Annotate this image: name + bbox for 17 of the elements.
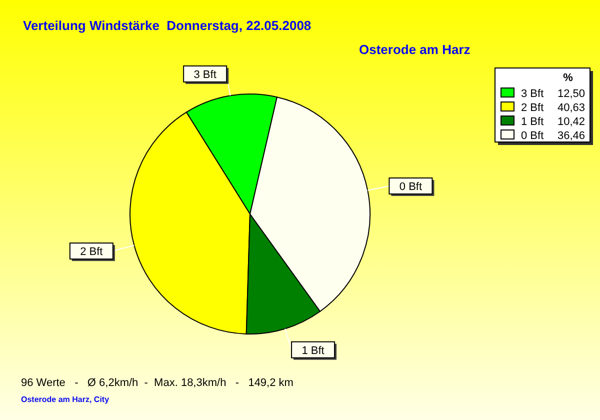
slice-label: 0 Bft <box>399 180 422 193</box>
legend-label: 0 Bft <box>521 130 544 142</box>
legend-label: 1 Bft <box>521 116 544 128</box>
slice-label: 1 Bft <box>302 344 324 357</box>
legend-label: 3 Bft <box>521 88 544 100</box>
data-label: 12,50 <box>557 88 585 100</box>
chart-title: Verteilung Windstärke Donnerstag, 22.05.2008 <box>23 18 312 33</box>
text: 96 Werte - Ø 6,2km/h - Max. 18,3km/h - 149,2 km <box>21 377 294 389</box>
data-label: 36,46 <box>557 130 585 142</box>
slice-label: 3 Bft <box>194 68 216 81</box>
text: Osterode am Harz, City <box>21 395 110 404</box>
chart-subtitle: Osterode am Harz <box>359 42 471 57</box>
data-label: 10,42 <box>557 116 585 128</box>
data-label: 40,63 <box>557 102 585 114</box>
legend-title: % <box>563 72 574 84</box>
legend-label: 2 Bft <box>521 102 544 114</box>
slice-label: 2 Bft <box>80 246 103 258</box>
